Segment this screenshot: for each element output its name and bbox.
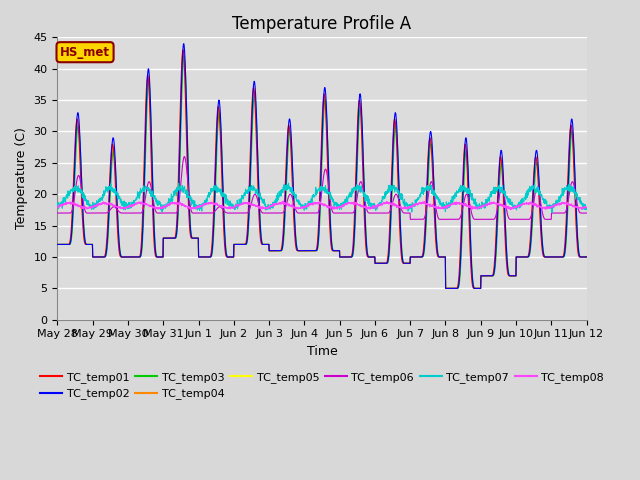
TC_temp03 [349, 253, 356, 259]
TC_temp03 [582, 254, 590, 260]
TC_temp06 [551, 210, 559, 216]
TC_temp02 [551, 254, 559, 260]
TC_temp04 [54, 241, 61, 247]
TC_temp01 [442, 286, 449, 291]
TC_temp05 [180, 47, 188, 53]
TC_temp01 [337, 254, 345, 260]
TC_temp05 [349, 249, 356, 255]
TC_temp03 [442, 286, 449, 291]
TC_temp08 [349, 201, 356, 206]
TC_temp05 [442, 286, 449, 291]
TC_temp04 [476, 286, 484, 291]
TC_temp06 [582, 210, 590, 216]
TC_temp01 [202, 254, 209, 260]
TC_temp03 [476, 286, 484, 291]
TC_temp05 [337, 254, 345, 260]
TC_temp04 [349, 251, 356, 256]
TC_temp07 [536, 191, 544, 196]
TC_temp06 [406, 216, 414, 222]
TC_temp08 [536, 204, 544, 210]
TC_temp04 [536, 211, 544, 216]
TC_temp07 [54, 201, 61, 206]
TC_temp02 [476, 286, 484, 291]
TC_temp01 [536, 220, 544, 226]
TC_temp05 [202, 254, 209, 260]
TC_temp03 [337, 254, 345, 260]
TC_temp06 [536, 197, 544, 203]
TC_temp05 [54, 241, 61, 247]
TC_temp02 [180, 41, 188, 47]
Line: TC_temp01: TC_temp01 [58, 50, 586, 288]
TC_temp04 [582, 254, 590, 260]
TC_temp07 [337, 201, 345, 206]
TC_temp02 [349, 251, 356, 257]
TC_temp07 [476, 205, 484, 211]
TC_temp07 [349, 190, 356, 196]
Legend: TC_temp01, TC_temp02, TC_temp03, TC_temp04, TC_temp05, TC_temp06, TC_temp07, TC_: TC_temp01, TC_temp02, TC_temp03, TC_temp… [35, 368, 609, 404]
TC_temp08 [551, 203, 559, 209]
TC_temp06 [202, 210, 209, 216]
TC_temp04 [551, 254, 559, 260]
TC_temp01 [54, 241, 61, 247]
TC_temp03 [536, 202, 544, 208]
TC_temp03 [551, 254, 559, 260]
TC_temp03 [54, 241, 61, 247]
TC_temp03 [202, 254, 209, 260]
TC_temp02 [202, 254, 209, 260]
TC_temp07 [285, 180, 292, 186]
TC_temp01 [349, 246, 356, 252]
TC_temp05 [476, 286, 484, 291]
Title: Temperature Profile A: Temperature Profile A [232, 15, 412, 33]
TC_temp02 [582, 254, 590, 260]
Y-axis label: Temperature (C): Temperature (C) [15, 128, 28, 229]
TC_temp02 [337, 254, 345, 260]
TC_temp08 [582, 204, 590, 210]
X-axis label: Time: Time [307, 345, 337, 358]
TC_temp07 [548, 210, 556, 216]
TC_temp04 [180, 50, 188, 56]
Text: HS_met: HS_met [60, 46, 110, 59]
TC_temp07 [201, 200, 209, 206]
TC_temp01 [582, 254, 590, 260]
TC_temp08 [201, 202, 209, 207]
TC_temp08 [54, 204, 61, 210]
TC_temp02 [536, 203, 544, 209]
Line: TC_temp05: TC_temp05 [58, 50, 586, 288]
TC_temp01 [551, 254, 559, 260]
TC_temp03 [180, 53, 188, 59]
TC_temp01 [476, 286, 484, 291]
Line: TC_temp02: TC_temp02 [58, 44, 586, 288]
Line: TC_temp04: TC_temp04 [58, 53, 586, 288]
TC_temp02 [442, 286, 449, 291]
TC_temp06 [180, 154, 188, 159]
TC_temp07 [551, 201, 559, 206]
TC_temp08 [337, 203, 345, 209]
TC_temp06 [476, 216, 484, 222]
TC_temp04 [337, 254, 345, 260]
Line: TC_temp07: TC_temp07 [58, 183, 586, 213]
TC_temp01 [179, 47, 187, 53]
TC_temp07 [582, 207, 590, 213]
TC_temp06 [349, 210, 356, 216]
TC_temp08 [476, 204, 484, 210]
Line: TC_temp03: TC_temp03 [58, 56, 586, 288]
TC_temp06 [54, 210, 61, 216]
TC_temp04 [202, 254, 209, 260]
Line: TC_temp08: TC_temp08 [58, 201, 586, 209]
TC_temp08 [280, 198, 287, 204]
TC_temp05 [536, 213, 544, 219]
TC_temp06 [337, 210, 345, 216]
TC_temp04 [442, 286, 449, 291]
TC_temp02 [54, 241, 61, 247]
Line: TC_temp06: TC_temp06 [58, 156, 586, 219]
TC_temp05 [582, 254, 590, 260]
TC_temp08 [507, 206, 515, 212]
TC_temp05 [551, 254, 559, 260]
